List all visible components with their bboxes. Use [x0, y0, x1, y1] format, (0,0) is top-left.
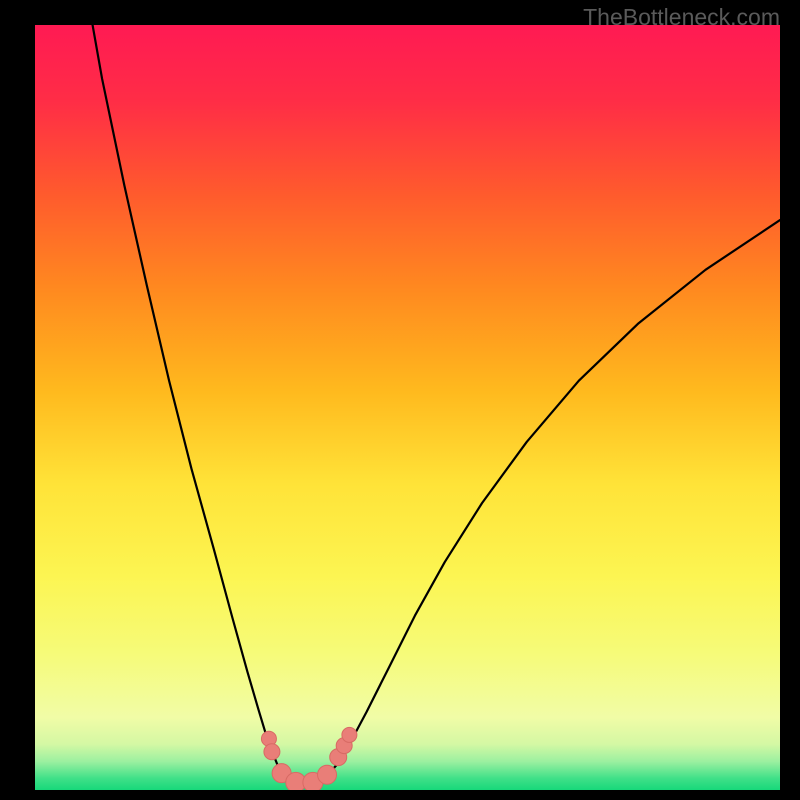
data-marker: [318, 765, 337, 784]
data-marker: [264, 744, 280, 760]
data-marker: [342, 727, 357, 742]
chart-canvas: TheBottleneck.com: [0, 0, 800, 800]
plot-svg: [0, 0, 800, 800]
gradient-background: [35, 25, 780, 790]
